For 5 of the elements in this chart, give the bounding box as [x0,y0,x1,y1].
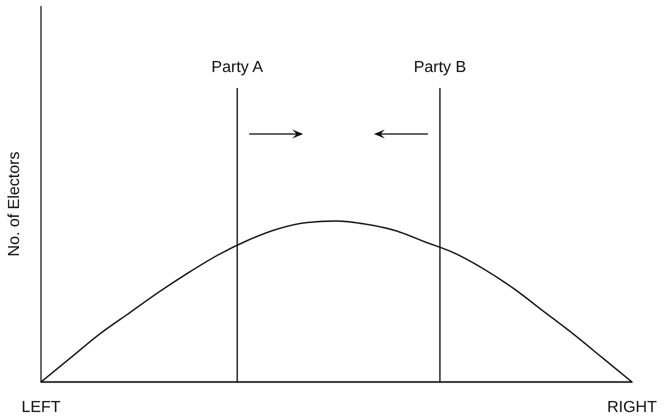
y-axis-title: No. of Electors [6,152,23,256]
x-tick-label: RIGHT [607,399,658,416]
text: Party A [211,59,264,76]
x-tick-label: LEFT [21,399,61,416]
text: Party B [414,59,466,76]
